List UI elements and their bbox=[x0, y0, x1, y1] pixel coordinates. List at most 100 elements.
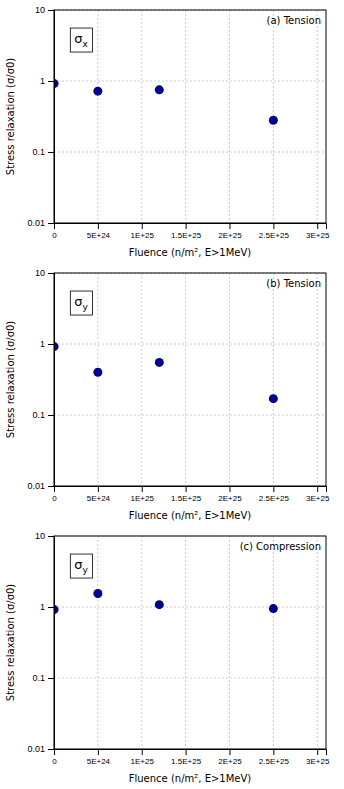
tick-mark bbox=[48, 607, 54, 608]
tick-mark bbox=[48, 10, 54, 11]
label-box: σx bbox=[70, 28, 92, 52]
tick: 0.1 bbox=[32, 410, 54, 420]
figure: 05E+241E+251.5E+252E+252.5E+253E+250.010… bbox=[0, 0, 344, 789]
grid-line bbox=[141, 536, 142, 749]
grid-line bbox=[185, 273, 186, 486]
tick-mark bbox=[317, 749, 318, 755]
tick: 1E+25 bbox=[131, 486, 155, 503]
panel-label-sub: y bbox=[83, 565, 89, 575]
tick-mark bbox=[98, 749, 99, 755]
tick: 5E+24 bbox=[87, 486, 111, 503]
grid-line bbox=[273, 536, 274, 749]
tick-label: 1E+25 bbox=[131, 757, 155, 766]
tick: 1 bbox=[40, 602, 54, 612]
plot-frame bbox=[54, 273, 326, 486]
tick-label: 10 bbox=[35, 268, 45, 278]
point bbox=[155, 85, 164, 94]
tick-label: 1 bbox=[40, 602, 45, 612]
annotation: (c) Compression bbox=[240, 541, 321, 552]
tick-mark bbox=[186, 223, 187, 229]
tick: 1 bbox=[40, 339, 54, 349]
y-axis: 0.01 0.1 1 10 bbox=[27, 268, 54, 491]
panel-label-main: σ bbox=[74, 557, 82, 572]
grid-line bbox=[54, 344, 326, 345]
points bbox=[54, 589, 278, 614]
grid-line bbox=[185, 10, 186, 223]
panel-label-main: σ bbox=[74, 294, 82, 309]
tick-label: 5E+24 bbox=[87, 757, 111, 766]
annotation: (b) Tension bbox=[266, 278, 321, 289]
tick-mark bbox=[142, 223, 143, 229]
grid-line bbox=[54, 81, 326, 82]
tick: 0.01 bbox=[27, 744, 54, 754]
x-axis-title: Fluence (n/m², E>1MeV) bbox=[129, 510, 252, 521]
point bbox=[155, 600, 164, 609]
tick-mark bbox=[142, 486, 143, 492]
tick-label: 2.5E+25 bbox=[259, 757, 290, 766]
tick: 2.5E+25 bbox=[259, 223, 290, 240]
point bbox=[93, 589, 102, 598]
tick: 1E+25 bbox=[131, 223, 155, 240]
tick-label: 3E+25 bbox=[306, 494, 330, 503]
panel: 05E+241E+251.5E+252E+252.5E+253E+250.010… bbox=[5, 268, 330, 521]
tick: 3E+25 bbox=[306, 486, 330, 503]
point bbox=[269, 116, 278, 125]
label-box: σy bbox=[70, 291, 92, 315]
tick: 10 bbox=[35, 268, 54, 278]
tick: 1.5E+25 bbox=[171, 749, 202, 766]
tick-label: 3E+25 bbox=[306, 231, 330, 240]
tick-mark bbox=[48, 749, 54, 750]
label-box-frame bbox=[70, 291, 92, 315]
points bbox=[54, 342, 278, 403]
points bbox=[54, 79, 278, 125]
panel-label-sub: x bbox=[83, 39, 89, 49]
grid-line bbox=[229, 273, 230, 486]
axis-line bbox=[48, 537, 55, 750]
tick-mark bbox=[273, 486, 274, 492]
point bbox=[155, 358, 164, 367]
label-box: σy bbox=[70, 554, 92, 578]
tick-label: 0.01 bbox=[27, 218, 45, 228]
point bbox=[93, 87, 102, 96]
tick-label: 0.01 bbox=[27, 481, 45, 491]
tick-label: 2E+25 bbox=[218, 757, 242, 766]
tick-label: 0 bbox=[52, 231, 57, 240]
axis-line bbox=[48, 274, 55, 487]
tick-mark bbox=[48, 415, 54, 416]
y-axis-title: Stress relaxation (σ/σ0) bbox=[5, 58, 16, 176]
point bbox=[93, 368, 102, 377]
grid-line bbox=[54, 607, 326, 608]
axis-line bbox=[48, 11, 55, 224]
tick-mark bbox=[186, 486, 187, 492]
panel: 05E+241E+251.5E+252E+252.5E+253E+250.010… bbox=[5, 531, 330, 784]
tick: 1.5E+25 bbox=[171, 223, 202, 240]
tick: 3E+25 bbox=[306, 223, 330, 240]
tick-mark bbox=[48, 486, 54, 487]
panel-label: σy bbox=[74, 557, 88, 575]
panel-label-sub: y bbox=[83, 302, 89, 312]
tick: 10 bbox=[35, 5, 54, 15]
grid-line bbox=[54, 415, 326, 416]
panel: 05E+241E+251.5E+252E+252.5E+253E+250.010… bbox=[5, 5, 330, 258]
grid-line bbox=[229, 536, 230, 749]
grid-line bbox=[141, 273, 142, 486]
tick-mark bbox=[317, 223, 318, 229]
tick-label: 3E+25 bbox=[306, 757, 330, 766]
tick-label: 5E+24 bbox=[87, 494, 111, 503]
grid-line bbox=[97, 273, 98, 486]
tick-mark bbox=[98, 486, 99, 492]
panel-label: σx bbox=[74, 31, 88, 49]
tick-mark bbox=[48, 223, 54, 224]
tick-label: 1E+25 bbox=[131, 231, 155, 240]
grid-line bbox=[317, 10, 318, 223]
tick-mark bbox=[48, 536, 54, 537]
panel-label: σy bbox=[74, 294, 88, 312]
tick-mark bbox=[229, 749, 230, 755]
grid-line bbox=[141, 10, 142, 223]
x-axis-title: Fluence (n/m², E>1MeV) bbox=[129, 773, 252, 784]
axis-line bbox=[55, 224, 327, 230]
tick: 2.5E+25 bbox=[259, 486, 290, 503]
plot-frame bbox=[54, 536, 326, 749]
tick-label: 10 bbox=[35, 5, 45, 15]
label-box-frame bbox=[70, 554, 92, 578]
